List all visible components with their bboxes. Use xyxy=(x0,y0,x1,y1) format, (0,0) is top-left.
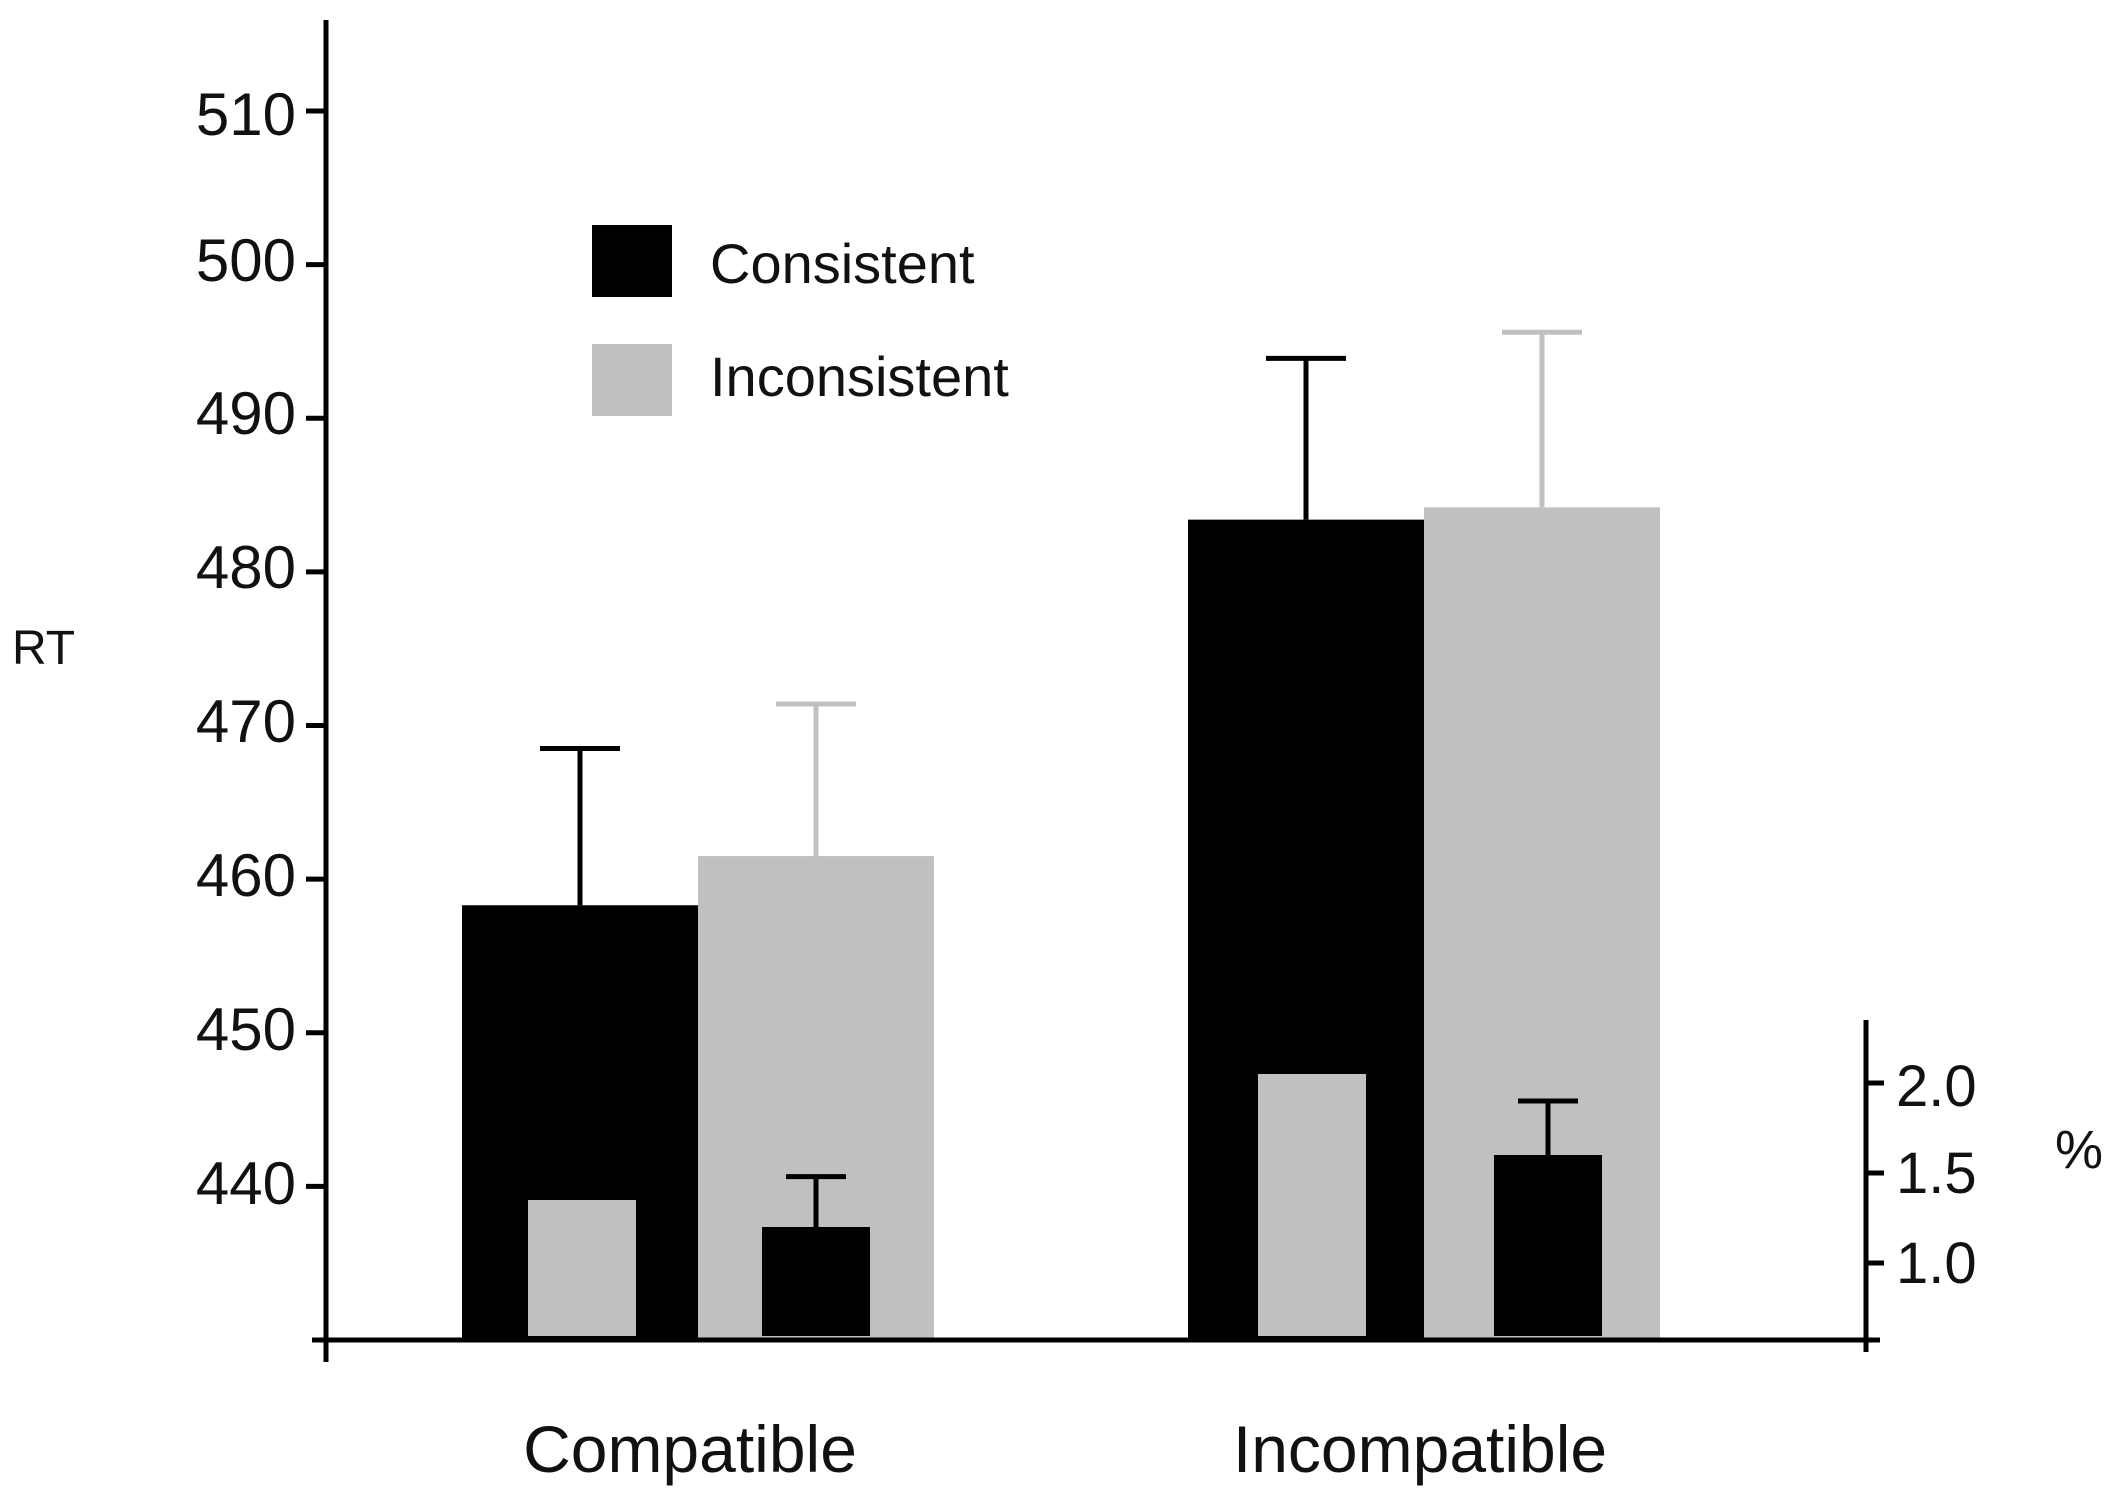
y-tick-label-440: 440 xyxy=(196,1150,296,1217)
pct-bar-consistent-incompatible xyxy=(1494,1155,1602,1336)
y2-tick-label-1-0: 1.0 xyxy=(1896,1231,1977,1296)
y-tick-label-510: 510 xyxy=(196,81,296,148)
y-axis-title: RT xyxy=(12,622,75,675)
legend-label-inconsistent: Inconsistent xyxy=(710,345,1009,408)
pct-bar-consistent-compatible xyxy=(762,1227,870,1336)
y2-tick-label-1-5: 1.5 xyxy=(1896,1141,1977,1206)
y-tick-label-450: 450 xyxy=(196,996,296,1063)
legend-swatch-inconsistent xyxy=(592,344,672,416)
x-category-label-compatible: Compatible xyxy=(523,1412,857,1486)
y-tick-label-470: 470 xyxy=(196,688,296,755)
y-tick-label-500: 500 xyxy=(196,227,296,294)
pct-bar-inconsistent-compatible xyxy=(528,1200,636,1336)
legend: Consistent Inconsistent xyxy=(592,225,1009,416)
y-tick-label-490: 490 xyxy=(196,380,296,447)
y-tick-label-480: 480 xyxy=(196,534,296,601)
y2-axis-title: % xyxy=(2055,1120,2103,1180)
y2-tick-label-2-0: 2.0 xyxy=(1896,1054,1977,1119)
legend-swatch-consistent xyxy=(592,225,672,297)
x-category-label-incompatible: Incompatible xyxy=(1233,1412,1607,1486)
legend-label-consistent: Consistent xyxy=(710,232,975,295)
pct-bar-inconsistent-incompatible xyxy=(1258,1074,1366,1336)
y-tick-label-460: 460 xyxy=(196,842,296,909)
